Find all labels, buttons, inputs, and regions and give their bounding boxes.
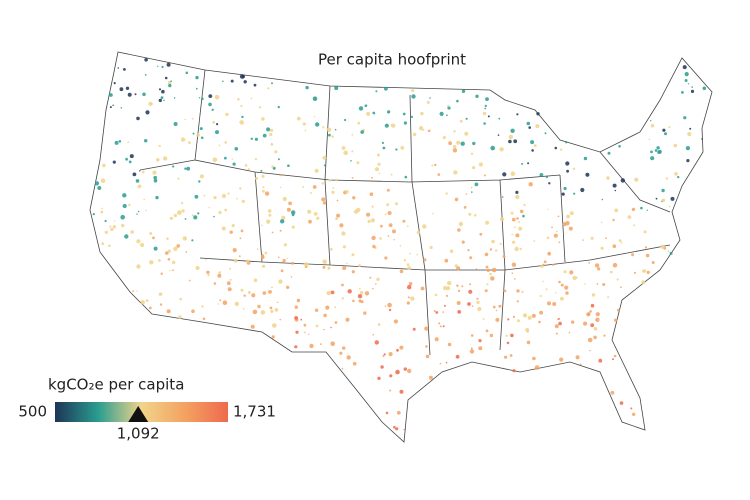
colorbar-marker <box>128 406 149 422</box>
colorbar-tick-label: 1,731 <box>233 403 276 421</box>
map-title: Per capita hoofprint <box>318 51 466 69</box>
emission-dots <box>92 58 707 431</box>
us-outline <box>89 51 713 443</box>
legend-title: kgCO₂e per capita <box>48 376 184 394</box>
colorbar-marker-label: 1,092 <box>117 425 160 443</box>
legend: kgCO₂e per capita 500 1,731 1,092 <box>18 376 276 443</box>
colorbar-tick-label: 500 <box>18 403 47 421</box>
